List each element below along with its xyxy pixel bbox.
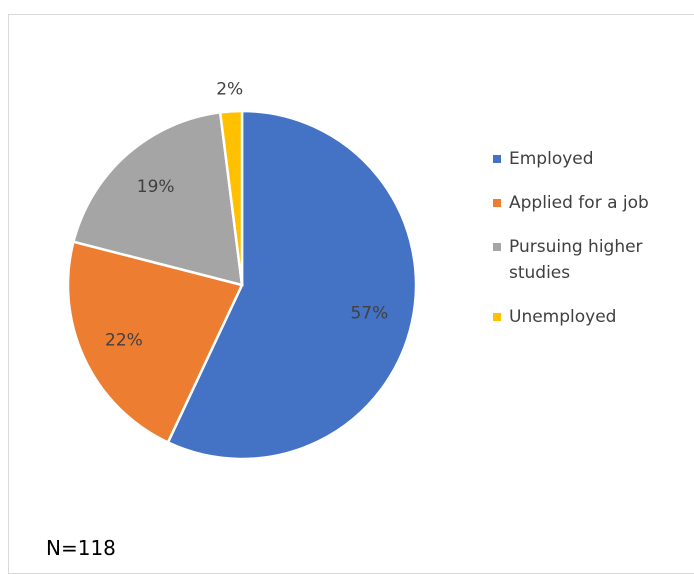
legend-label: Pursuing higher studies (509, 237, 643, 283)
pie-slice (66, 240, 244, 445)
pie-slice (218, 109, 244, 286)
legend-item: Pursuing higher studies (493, 234, 683, 286)
legend-item: Applied for a job (493, 190, 683, 216)
legend-swatch (493, 243, 501, 251)
data-label: 22% (105, 331, 143, 351)
data-label: 19% (137, 177, 175, 197)
legend-item: Unemployed (493, 304, 683, 330)
legend-label: Applied for a job (509, 193, 649, 213)
pie-slice (166, 109, 418, 461)
legend-label: Employed (509, 149, 594, 169)
legend-label: Unemployed (509, 307, 617, 327)
page: {"chart_data": {"type": "pie", "categori… (8, 14, 694, 574)
legend-swatch (493, 155, 501, 163)
data-label: 2% (216, 79, 243, 99)
annotation: N=118 (46, 536, 116, 560)
pie-slice (71, 110, 244, 287)
legend: Employed Applied for a job Pursuing higher… (493, 146, 683, 348)
data-label: 57% (350, 303, 388, 323)
legend-item: Employed (493, 146, 683, 172)
legend-swatch (493, 199, 501, 207)
legend-swatch (493, 313, 501, 321)
chart: 57% 22% 19% 2% (66, 79, 418, 461)
